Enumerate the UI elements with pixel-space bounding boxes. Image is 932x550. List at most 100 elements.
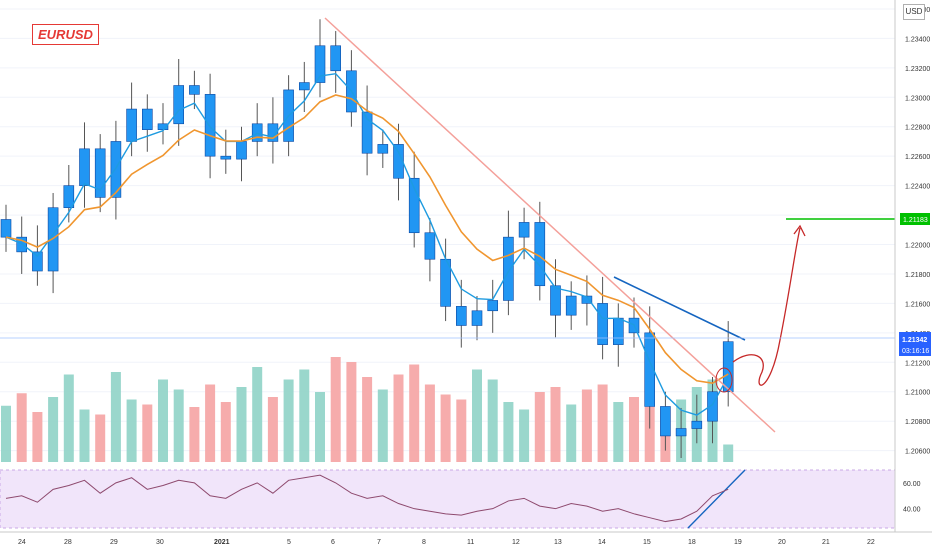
rsi-tick-label: 60.00 [903, 481, 921, 488]
candle-body [32, 251, 43, 272]
volume-bar [315, 392, 325, 462]
time-tick-label: 13 [554, 539, 562, 546]
time-tick-label: 24 [18, 539, 26, 546]
volume-bar [267, 397, 278, 462]
price-tick-label: 1.23400 [905, 36, 930, 43]
ema-lines [5, 72, 729, 416]
volume-bar [472, 369, 482, 462]
descending-trendline [324, 17, 776, 433]
candle-body [63, 185, 75, 209]
volume-bar [173, 389, 184, 462]
volume-bar [644, 407, 655, 462]
candle-body [691, 420, 703, 429]
target-price-badge [900, 213, 930, 225]
rsi-line [5, 474, 729, 523]
time-tick-label: 22 [867, 539, 875, 546]
candle-body [204, 94, 216, 157]
volume-bar [566, 404, 577, 462]
price-tick-label: 1.21600 [905, 301, 930, 308]
volume-bar [409, 364, 420, 462]
price-tick-label: 1.21800 [905, 272, 930, 279]
price-tick-label: 1.22600 [905, 154, 930, 161]
resistance-trendline [613, 276, 746, 341]
price-tick-label: 1.22000 [905, 243, 930, 250]
volume-bar [362, 377, 373, 462]
volume-bar [95, 414, 106, 462]
volume-bar [110, 372, 121, 462]
volume-bar [629, 397, 639, 462]
candle-body [424, 232, 436, 260]
price-tick-label: 1.22400 [905, 184, 930, 191]
volume-bar [1, 405, 11, 462]
rsi-band [0, 469, 896, 529]
time-tick-label: 7 [377, 539, 381, 546]
rsi-polyline [5, 474, 729, 523]
price-tick-label: 1.20800 [905, 419, 930, 426]
candle-body [565, 295, 577, 316]
price-tick-label: 1.22800 [905, 125, 930, 132]
volume-bar [48, 397, 59, 462]
time-tick-label: 20 [778, 539, 786, 546]
volume-bar [487, 379, 498, 462]
candle-body [455, 306, 467, 326]
volume-bar [581, 389, 592, 462]
volume-bar [205, 384, 216, 462]
volume-bar [79, 409, 90, 462]
time-tick-label: 12 [512, 539, 520, 546]
volume-bar [519, 409, 530, 462]
volume-bar [377, 389, 388, 462]
projection-arrowhead [793, 224, 806, 237]
time-tick-label: 28 [64, 539, 72, 546]
volume-bar [142, 404, 153, 462]
volume-bar [613, 402, 624, 462]
price-axis[interactable]: 1.236001.234001.232001.230001.228001.226… [894, 0, 931, 532]
candle-body [251, 123, 263, 142]
time-tick-label: 15 [643, 539, 651, 546]
volume-bar [299, 369, 310, 462]
target-price-label: 1.21183 [903, 217, 928, 224]
projection-path [732, 227, 801, 386]
highlight-ellipse [715, 367, 733, 393]
candle-body [581, 295, 593, 304]
volume-bar [32, 412, 43, 462]
volume-bar [126, 399, 137, 462]
volume-bar [158, 379, 168, 462]
candle-body [142, 108, 153, 130]
volume-bar [550, 387, 561, 462]
rsi-trendline [687, 469, 746, 529]
candle-body [220, 155, 232, 160]
time-tick-label: 14 [598, 539, 606, 546]
time-tick-label: 19 [734, 539, 742, 546]
volume-bar [424, 384, 435, 462]
volume-bar [16, 393, 27, 462]
volume-bar [330, 357, 341, 462]
volume-bar [393, 374, 404, 462]
candle-body [0, 219, 12, 238]
volume-bar [440, 394, 451, 462]
time-tick-label: 21 [822, 539, 830, 546]
candle-body [173, 85, 184, 125]
candle-body [612, 317, 624, 345]
time-tick-label: 11 [467, 539, 474, 546]
last-price-badge [899, 332, 931, 356]
time-tick-label: 30 [156, 539, 164, 546]
candle-body [393, 144, 404, 179]
volume-bar [283, 379, 294, 462]
time-tick-label: 5 [287, 539, 291, 546]
candle-body [361, 111, 373, 154]
drawings[interactable] [0, 17, 895, 529]
candle-body [189, 85, 200, 95]
time-axis[interactable]: 24 28 29 30 2021 5 6 7 8 11 12 13 14 15 18 19 20 21 22 [0, 531, 932, 546]
candle-body [110, 141, 122, 198]
volume-bar [503, 402, 514, 462]
currency-label[interactable]: USD [903, 4, 925, 20]
ema-slow-line [5, 94, 729, 385]
volume-bar [220, 402, 231, 462]
volume-bar [252, 367, 263, 462]
price-tick-label: 1.21000 [905, 390, 930, 397]
price-tick-label: 1.23000 [905, 95, 930, 102]
volume-bar [456, 399, 467, 462]
countdown-label: 03:16:16 [902, 348, 929, 355]
